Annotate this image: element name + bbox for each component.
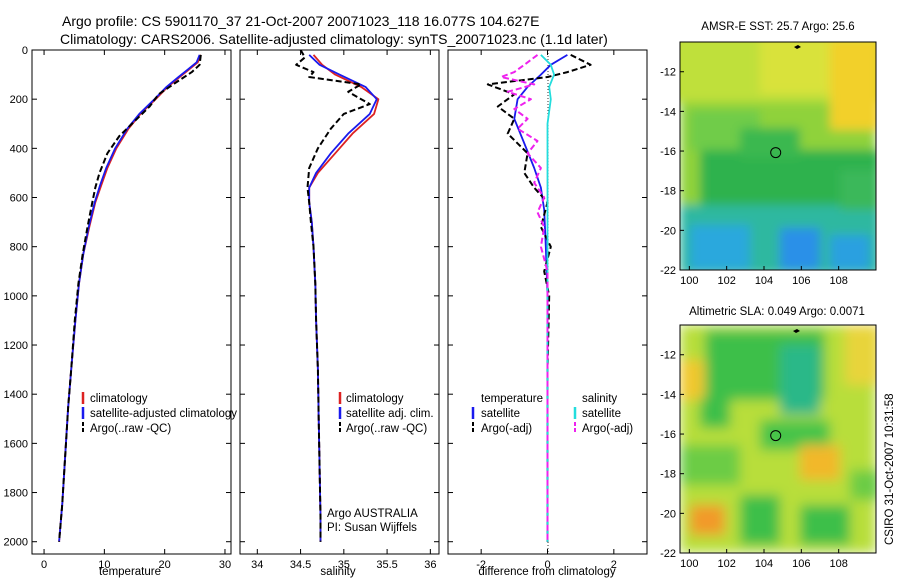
legend-label-sal-argo: Argo(-adj) [582,423,633,435]
map-y-tick-label: -12 [660,67,676,79]
series-line-argo-raw-qc- [295,49,371,542]
map-x-tick-label: 106 [792,558,810,570]
map-y-tick-label: -22 [660,548,676,560]
temperature-xlabel: temperature [99,566,161,578]
map-y-tick-label: -18 [660,469,676,481]
legend-label-satellite-adjusted: satellite-adjusted climatology [90,408,237,420]
sla-map-title: Altimetric SLA: 0.049 Argo: 0.0071 [689,306,865,318]
x-tick-label: 34 [251,559,263,571]
y-tick-label: 600 [10,193,28,205]
map-y-tick-label: -16 [660,146,676,158]
series-line-salinity-argo-adj- [500,54,549,542]
map-y-tick-label: -22 [660,265,676,277]
legend-label-satellite-adj: satellite adj. clim. [346,408,434,420]
difference-panel: -2 0 2 difference from climatology tempera… [447,49,648,578]
map-x-tick-label: 108 [829,558,847,570]
map-x-tick-label: 104 [755,275,773,287]
x-tick-label: 0 [41,559,47,571]
y-tick-label: 1400 [4,389,28,401]
x-tick-label: 20 [159,559,171,571]
sla-map-panel: Altimetric SLA: 0.049 Argo: 0.0071 100 10… [660,306,877,570]
y-tick-label: 1200 [4,340,28,352]
map-x-tick-label: 100 [680,558,698,570]
sst-heatmap [680,42,876,270]
y-tick-label: 1000 [4,291,28,303]
legend-label-climatology: climatology [90,393,148,405]
map-x-tick-label: 102 [717,275,735,287]
sla-float-marker [770,430,782,442]
temperature-legend: climatology satellite-adjusted climatolo… [81,392,237,435]
x-tick-label: 36 [424,559,436,571]
legend-label-climatology: climatology [346,393,404,405]
sst-map-title: AMSR-E SST: 25.7 Argo: 25.6 [701,21,854,33]
legend-header-salinity: salinity [582,393,617,405]
map-x-tick-label: 100 [680,275,698,287]
sst-coast-fragment [794,45,801,49]
series-line-salinity-satellite [540,54,555,542]
x-tick-label: 35 [338,559,350,571]
legend-header-temperature: temperature [481,393,543,405]
map-y-tick-label: -12 [660,350,676,362]
argo-program-annotation: Argo AUSTRALIA [327,508,418,520]
y-tick-label: 1600 [4,438,28,450]
y-tick-label: 200 [10,94,28,106]
map-y-tick-label: -14 [660,389,676,401]
map-y-tick-label: -16 [660,429,676,441]
y-tick-label: 800 [10,242,28,254]
sst-map-panel: AMSR-E SST: 25.7 Argo: 25.6 100 102 104 106… [660,21,877,287]
sst-map-frame [679,41,877,271]
y-tick-label: 2000 [4,537,28,549]
temperature-panel: 0 10 20 30 0 200 400 600 800 1000 1200 1400 1600 1800… [4,45,238,578]
header-line-1: Argo profile: CS 5901170_37 21-Oct-2007 … [62,13,539,29]
map-y-tick-label: -20 [660,225,676,237]
y-tick-label: 400 [10,143,28,155]
map-y-tick-label: -20 [660,508,676,520]
legend-label-argo: Argo(..raw -QC) [90,423,171,435]
salinity-xlabel: salinity [320,566,355,578]
legend-label-temp-satellite: satellite [481,408,520,420]
map-y-tick-label: -14 [660,106,676,118]
legend-label-argo: Argo(..raw -QC) [346,423,427,435]
sla-map-frame [679,324,877,554]
pi-annotation: PI: Susan Wijffels [327,522,417,534]
x-tick-label: 30 [219,559,231,571]
x-tick-label: 10 [98,559,110,571]
x-tick-label: 0 [544,559,550,571]
map-x-tick-label: 106 [792,275,810,287]
legend-label-temp-argo: Argo(-adj) [481,423,532,435]
sla-coast-fragment [793,329,800,333]
map-x-tick-label: 108 [829,275,847,287]
difference-legend: temperature satellite Argo(-adj) salinit… [471,393,633,435]
salinity-legend: climatology satellite adj. clim. Argo(..… [338,392,434,435]
sst-float-marker [770,147,782,159]
salinity-axes-frame [239,49,440,555]
salinity-panel: 34 34.5 35 35.5 36 salinity climatology sate… [239,49,440,578]
y-tick-label: 0 [22,45,28,57]
sla-heatmap [680,325,876,553]
map-x-tick-label: 102 [717,558,735,570]
header-line-2: Climatology: CARS2006. Satellite-adjuste… [60,31,608,47]
y-tick-label: 1800 [4,488,28,500]
timestamp-stamp: CSIRO 31-Oct-2007 10:31:58 [884,394,896,546]
x-tick-label: 35.5 [376,559,397,571]
x-tick-label: 2 [611,559,617,571]
map-y-tick-label: -18 [660,186,676,198]
x-tick-label: 34.5 [290,559,311,571]
x-tick-label: -2 [476,559,486,571]
difference-xlabel: difference from climatology [478,566,615,578]
legend-label-sal-satellite: satellite [582,408,621,420]
series-line-argo-raw-qc- [58,54,202,542]
map-x-tick-label: 104 [755,558,773,570]
